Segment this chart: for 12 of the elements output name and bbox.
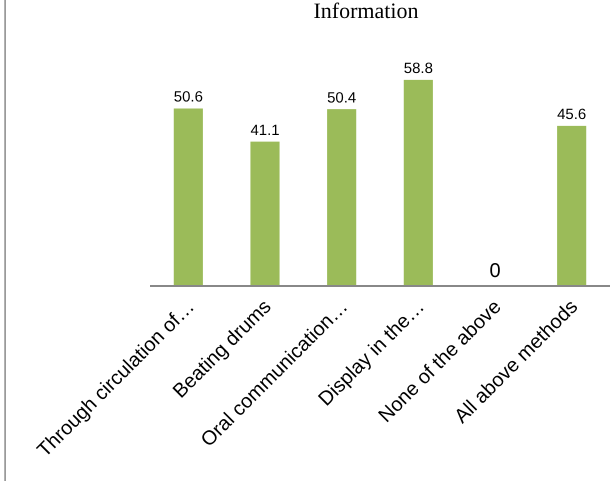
data-label: 50.4 (327, 89, 356, 106)
bar (327, 109, 356, 285)
bar (557, 126, 586, 285)
data-label: 50.6 (174, 88, 203, 106)
bar (404, 80, 433, 285)
bar (174, 108, 203, 285)
data-label: 41.1 (250, 122, 280, 139)
data-label: 45.6 (557, 106, 586, 124)
chart-title: Information (313, 0, 419, 23)
bar (250, 142, 280, 285)
data-label: 0 (489, 260, 501, 282)
data-label: 58.8 (404, 60, 433, 78)
